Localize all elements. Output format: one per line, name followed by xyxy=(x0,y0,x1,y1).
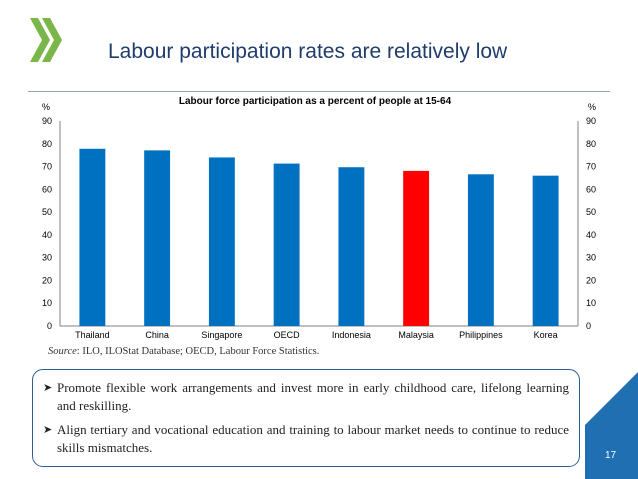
logo-chevron-1 xyxy=(30,18,50,62)
y-tick-label-left: 0 xyxy=(47,321,52,331)
bar-oecd xyxy=(273,163,300,326)
bar-indonesia xyxy=(338,167,365,326)
bar-philippines xyxy=(467,174,494,326)
bar-singapore xyxy=(208,157,235,326)
bar-chart: Labour force participation as a percent … xyxy=(42,96,596,340)
y-axis-unit-left: % xyxy=(42,102,50,112)
bullet-item: ➤ Promote flexible work arrangements and… xyxy=(43,379,569,415)
chart-title: Labour force participation as a percent … xyxy=(179,96,452,107)
x-tick-label: Philippines xyxy=(459,330,503,340)
bar-korea xyxy=(532,175,559,326)
logo-chevron-2 xyxy=(42,18,62,62)
title-divider xyxy=(28,91,610,92)
y-tick-label-left: 40 xyxy=(42,230,52,240)
bullet-item: ➤ Align tertiary and vocational educatio… xyxy=(43,421,569,457)
arrow-bullet-icon: ➤ xyxy=(43,382,53,394)
arrow-bullet-icon: ➤ xyxy=(43,424,53,436)
y-axis-unit-right: % xyxy=(588,102,596,112)
oecd-logo xyxy=(30,18,62,62)
y-ticks-left: 0 10 20 30 40 50 60 70 80 90 xyxy=(42,116,52,331)
bullet-text: Promote flexible work arrangements and i… xyxy=(57,380,569,413)
recommendations-box: ➤ Promote flexible work arrangements and… xyxy=(32,369,580,467)
y-tick-label-left: 70 xyxy=(42,162,52,172)
corner-triangle xyxy=(585,372,638,479)
y-tick-label-left: 30 xyxy=(42,253,52,263)
y-tick-label-right: 0 xyxy=(586,321,591,331)
y-tick-label-left: 90 xyxy=(42,116,52,126)
y-tick-label-right: 90 xyxy=(586,116,596,126)
bar-malaysia xyxy=(403,170,430,326)
bullet-text: Align tertiary and vocational education … xyxy=(57,422,569,455)
x-tick-label: Korea xyxy=(534,330,558,340)
y-ticks-right: 0 10 20 30 40 50 60 70 80 90 xyxy=(586,116,596,331)
x-tick-label: China xyxy=(145,330,169,340)
y-tick-label-right: 80 xyxy=(586,139,596,149)
y-tick-label-right: 50 xyxy=(586,207,596,217)
y-tick-label-right: 10 xyxy=(586,298,596,308)
x-tick-labels: Thailand China Singapore OECD Indonesia Malay… xyxy=(75,330,558,340)
y-tick-label-right: 40 xyxy=(586,230,596,240)
x-tick-label: Malaysia xyxy=(398,330,434,340)
bar-china xyxy=(144,150,171,326)
y-tick-label-right: 60 xyxy=(586,184,596,194)
x-tick-label: OECD xyxy=(274,330,301,340)
y-tick-label-left: 10 xyxy=(42,298,52,308)
y-tick-label-left: 60 xyxy=(42,184,52,194)
bar-thailand xyxy=(79,148,106,326)
slide-title: Labour participation rates are relativel… xyxy=(108,40,508,63)
x-tick-label: Indonesia xyxy=(332,330,371,340)
y-tick-label-right: 30 xyxy=(586,253,596,263)
source-label: Source xyxy=(48,346,77,357)
page-number: 17 xyxy=(605,450,617,461)
x-tick-label: Thailand xyxy=(75,330,110,340)
source-text: : ILO, ILOStat Database; OECD, Labour Fo… xyxy=(76,346,320,357)
x-tick-label: Singapore xyxy=(201,330,242,340)
y-tick-label-right: 20 xyxy=(586,275,596,285)
y-tick-label-left: 80 xyxy=(42,139,52,149)
y-tick-label-left: 20 xyxy=(42,275,52,285)
y-tick-label-right: 70 xyxy=(586,162,596,172)
source-note: Source: ILO, ILOStat Database; OECD, Lab… xyxy=(48,346,319,357)
bars xyxy=(79,148,559,326)
y-tick-label-left: 50 xyxy=(42,207,52,217)
